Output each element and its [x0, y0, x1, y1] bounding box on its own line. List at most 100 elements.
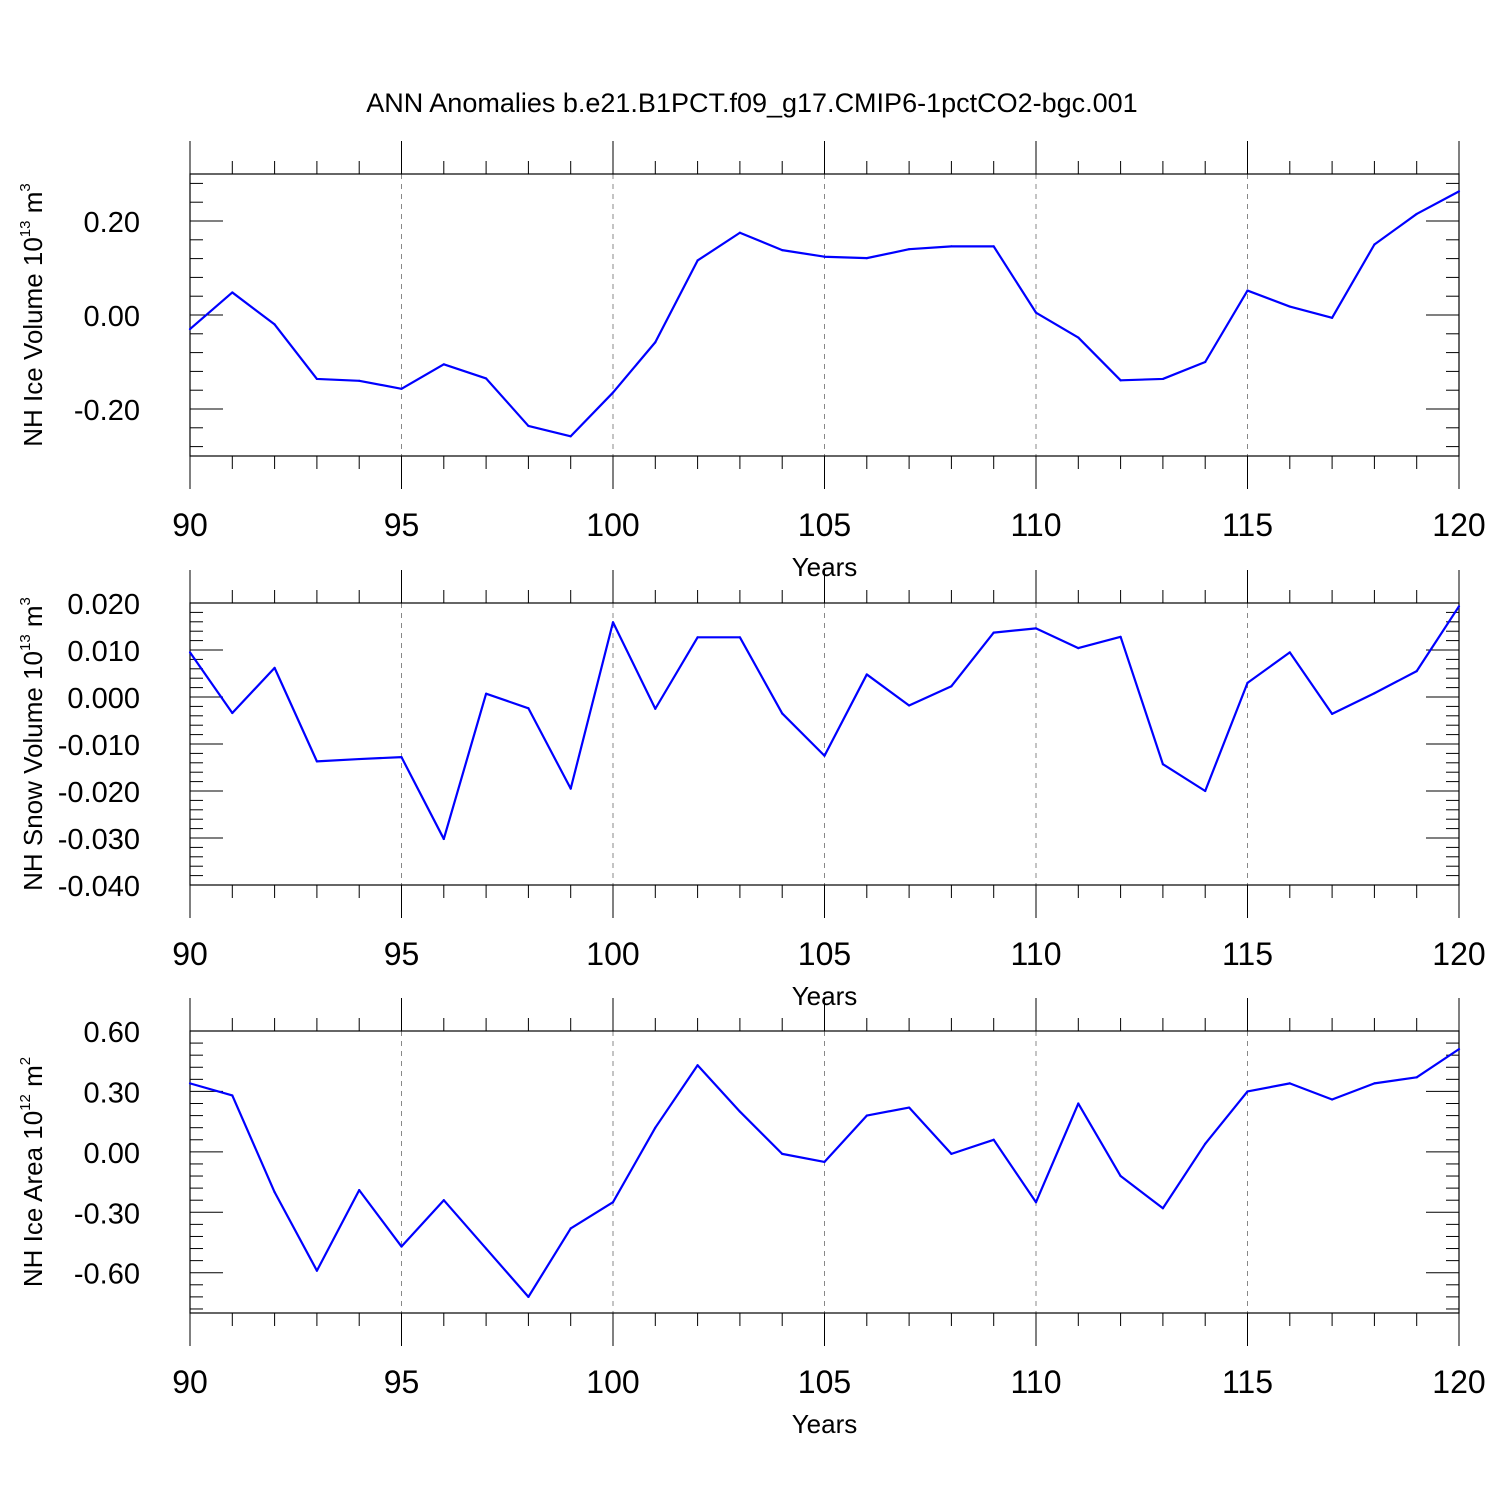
data-point: [611, 1201, 615, 1204]
data-point: [1373, 692, 1376, 695]
x-tick-label: 105: [798, 507, 851, 543]
data-point: [442, 363, 445, 366]
x-tick-label: 90: [172, 507, 208, 543]
data-point: [1161, 763, 1164, 766]
data-point: [273, 323, 276, 326]
x-tick-label: 120: [1432, 1364, 1485, 1400]
data-point: [231, 291, 234, 294]
panel-ice-area: 90 95 100 105 110 115 120 Years 0.60 0.30 0.00 -0.3…: [17, 998, 1486, 1439]
y-tick-label: 0.30: [84, 1077, 140, 1109]
x-tick-label: 115: [1222, 507, 1273, 543]
data-point: [1373, 243, 1376, 246]
data-point: [1331, 316, 1334, 319]
data-point: [908, 704, 911, 707]
y-tick-label: -0.20: [74, 395, 140, 427]
y-axis-label: NH Ice Volume 1013 m3: [17, 183, 48, 446]
data-point: [781, 1152, 784, 1155]
data-point: [1077, 647, 1080, 650]
data-point: [400, 756, 403, 759]
y-tick-label: 0.00: [84, 301, 140, 333]
data-point: [273, 666, 276, 669]
data-point: [358, 757, 361, 761]
y-tick-label: -0.30: [74, 1198, 140, 1230]
x-tick-label: 115: [1222, 936, 1273, 972]
x-tick-label: 95: [384, 1364, 420, 1400]
x-tick-label: 90: [172, 1364, 208, 1400]
data-point: [315, 377, 318, 381]
data-point: [188, 651, 192, 654]
data-point: [950, 685, 953, 688]
data-point: [1161, 377, 1164, 381]
x-tick-label: 105: [798, 1364, 851, 1400]
x-tick-label: 120: [1432, 507, 1485, 543]
y-tick-label: 0.000: [67, 683, 140, 715]
data-point: [696, 1064, 699, 1067]
y-axis-label: NH Ice Area 1012 m2: [17, 1057, 48, 1287]
data-point: [865, 257, 868, 260]
data-point: [569, 435, 572, 438]
panel-ice-volume: 90 95 100 105 110 115 120Years0.200.00-0.20NH …: [17, 141, 1486, 582]
data-point: [654, 1126, 657, 1129]
data-point: [1119, 635, 1122, 638]
data-point: [400, 387, 403, 390]
data-point: [654, 341, 657, 344]
x-tick-label: 90: [172, 936, 208, 972]
data-point: [738, 231, 742, 234]
x-tick-label: 110: [1010, 1364, 1061, 1400]
data-point: [781, 249, 784, 252]
y-tick-label: -0.60: [74, 1259, 140, 1291]
data-point: [908, 248, 911, 251]
x-tick-label: 100: [586, 1364, 639, 1400]
data-point: [527, 1295, 530, 1298]
data-point: [1415, 1076, 1418, 1079]
data-point: [1161, 1207, 1164, 1210]
data-point: [1119, 379, 1122, 382]
data-point: [527, 424, 530, 428]
data-point: [315, 760, 318, 763]
x-tick-label: 110: [1010, 936, 1061, 972]
data-point: [611, 391, 615, 394]
data-point: [654, 707, 657, 710]
y-tick-label: 0.20: [84, 207, 140, 239]
x-axis-label: Years: [792, 1409, 858, 1439]
x-tick-label: 110: [1010, 507, 1061, 543]
data-point: [485, 1247, 488, 1250]
data-point: [908, 1106, 911, 1109]
data-point: [569, 1227, 572, 1230]
data-point: [823, 754, 826, 757]
data-point: [1246, 1090, 1249, 1093]
y-tick-label: -0.010: [58, 730, 140, 762]
x-tick-label: 120: [1432, 936, 1485, 972]
data-point: [865, 673, 868, 676]
data-point: [738, 1110, 742, 1113]
data-point: [1415, 212, 1418, 216]
data-point: [485, 377, 488, 380]
data-point: [188, 1082, 192, 1085]
x-tick-label: 95: [384, 507, 420, 543]
data-point: [1331, 712, 1334, 716]
data-point: [273, 1191, 276, 1194]
data-point: [1034, 1201, 1038, 1204]
data-point: [1415, 670, 1418, 673]
panels: 90 95 100 105 110 115 120 Years 0.20 0.00 -0.20 NH …: [17, 141, 1486, 1439]
data-point: [992, 1138, 995, 1141]
data-point: [1457, 605, 1461, 608]
data-point: [1246, 289, 1249, 292]
data-point: [231, 1094, 234, 1097]
data-point: [1288, 1082, 1291, 1085]
x-tick-label: 100: [586, 936, 639, 972]
data-point: [1204, 360, 1207, 364]
data-point: [1373, 1082, 1376, 1085]
data-point: [1457, 1048, 1461, 1051]
data-point: [358, 1189, 361, 1192]
data-point: [992, 245, 995, 248]
data-point: [358, 379, 361, 382]
data-point: [950, 1152, 953, 1155]
panel-snow-volume: 90 95 100 105 110 115 120Years0.0200.0100.000-…: [17, 570, 1486, 1011]
data-point: [992, 631, 995, 634]
y-tick-label: 0.010: [67, 636, 140, 668]
data-point: [1204, 789, 1207, 793]
y-tick-label: -0.020: [58, 777, 140, 809]
data-point: [1288, 305, 1291, 308]
